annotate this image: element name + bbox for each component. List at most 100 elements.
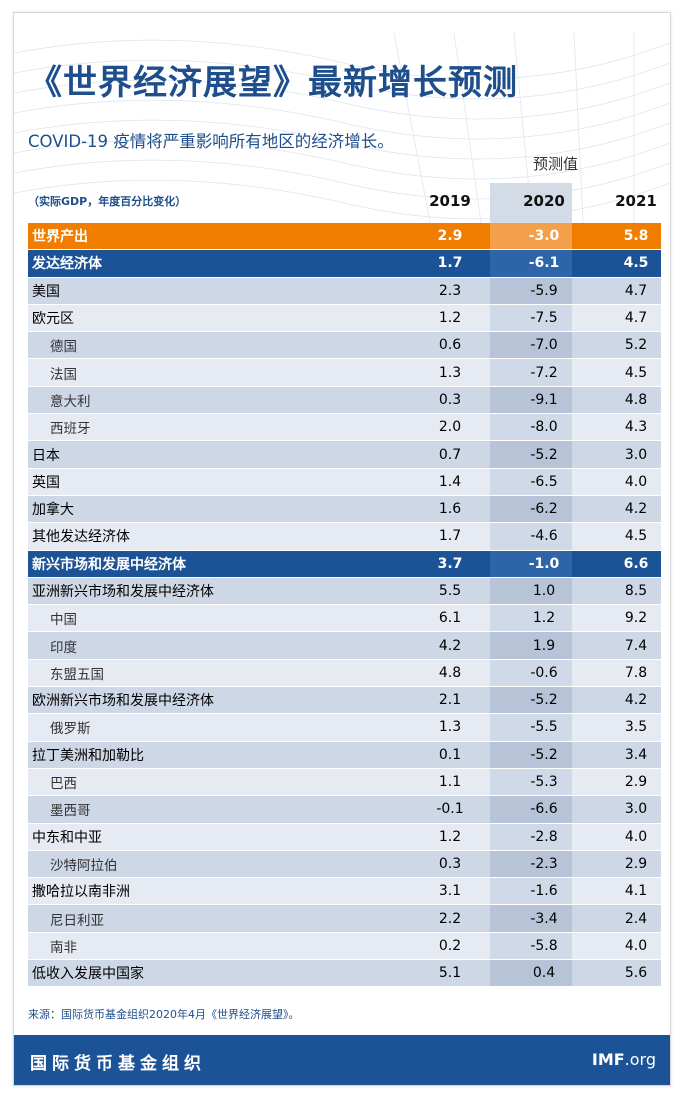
row-label: 印度 (50, 639, 77, 656)
row-label: 中国 (50, 612, 77, 629)
year-header-2020: 2020 (523, 192, 565, 210)
value-2021: 7.4 (624, 637, 648, 654)
value-2019: 0.3 (438, 855, 462, 872)
row-label: 中东和中亚 (32, 829, 102, 846)
value-2021: 4.0 (624, 828, 648, 845)
footer-site-bold: IMF (591, 1050, 625, 1069)
value-2019: 2.0 (438, 419, 462, 436)
row-label: 新兴市场和发展中经济体 (32, 556, 186, 573)
table-row: 尼日利亚 2.2 -3.4 2.4 (28, 905, 661, 933)
value-2021: 4.8 (624, 391, 648, 408)
value-2019: 2.3 (438, 282, 462, 299)
row-label: 世界产出 (32, 229, 88, 246)
infographic-card: 《世界经济展望》最新增长预测 COVID-19 疫情将严重影响所有地区的经济增长… (13, 12, 671, 1086)
value-2021: 4.7 (624, 282, 648, 299)
row-label: 西班牙 (50, 421, 91, 438)
value-2020: -1.6 (530, 883, 558, 900)
value-2020: -2.3 (530, 855, 558, 872)
value-2020: 1.9 (532, 637, 556, 654)
value-2021: 4.5 (624, 364, 648, 381)
wave-pattern-decoration (14, 32, 670, 244)
value-2021: 3.4 (624, 746, 648, 763)
value-2019: 2.1 (438, 692, 462, 709)
value-2020: -6.5 (530, 473, 558, 490)
value-2021: 5.2 (624, 337, 648, 354)
forecast-cell-shade (490, 277, 572, 304)
value-2020: -3.4 (530, 910, 558, 927)
table-row: 新兴市场和发展中经济体 3.7 -1.0 6.6 (28, 550, 661, 578)
row-label: 法国 (50, 366, 77, 383)
forecast-cell-shade (490, 468, 572, 495)
value-2020: -0.6 (530, 664, 558, 681)
row-label: 美国 (32, 283, 60, 300)
value-2020: -3.0 (528, 228, 560, 245)
value-2021: 4.2 (624, 692, 648, 709)
table-row: 意大利 0.3 -9.1 4.8 (28, 386, 661, 415)
value-2021: 5.8 (623, 228, 649, 245)
value-2019: 0.3 (438, 391, 462, 408)
forecast-cell-shade (490, 332, 572, 359)
row-label: 欧元区 (32, 311, 74, 328)
value-2020: -7.2 (530, 364, 558, 381)
value-2020: -5.5 (530, 719, 558, 736)
value-2021: 4.5 (623, 255, 649, 272)
table-row: 南非 0.2 -5.8 4.0 (28, 932, 661, 961)
value-2021: 8.5 (624, 583, 648, 599)
row-label: 加拿大 (32, 502, 74, 519)
value-2019: 0.6 (438, 337, 462, 354)
table-row: 英国 1.4 -6.5 4.0 (28, 468, 661, 496)
value-2021: 4.1 (624, 883, 648, 900)
footer-site-rest: .org (624, 1050, 656, 1069)
table-row: 拉丁美洲和加勒比 0.1 -5.2 3.4 (28, 741, 661, 769)
value-2020: -5.9 (530, 282, 558, 299)
forecast-cell-shade (490, 932, 572, 960)
value-2019: 1.7 (437, 255, 463, 272)
value-2021: 7.8 (624, 664, 648, 681)
row-label: 亚洲新兴市场和发展中经济体 (32, 584, 214, 600)
table-row: 加拿大 1.6 -6.2 4.2 (28, 495, 661, 524)
forecast-cell-shade (490, 768, 572, 796)
value-2019: 1.3 (438, 719, 462, 736)
footer-site-link[interactable]: IMF.org (592, 1050, 656, 1069)
table-row: 美国 2.3 -5.9 4.7 (28, 277, 661, 305)
footer-org-name: 国际货币基金组织 (30, 1054, 206, 1074)
row-label: 拉丁美洲和加勒比 (32, 747, 144, 764)
forecast-cell-shade (490, 223, 572, 250)
value-2021: 9.2 (624, 610, 648, 627)
unit-label: （实际GDP，年度百分比变化） (28, 195, 187, 208)
table-row: 中东和中亚 1.2 -2.8 4.0 (28, 823, 661, 851)
value-2021: 2.9 (624, 774, 648, 791)
value-2021: 6.6 (623, 555, 649, 572)
row-label: 低收入发展中国家 (32, 966, 144, 983)
row-label: 巴西 (50, 776, 77, 793)
value-2019: 2.2 (438, 910, 462, 927)
table-row: 西班牙 2.0 -8.0 4.3 (28, 414, 661, 442)
value-2019: 1.2 (438, 310, 462, 327)
value-2019: 1.3 (438, 364, 462, 381)
value-2019: 0.1 (438, 746, 462, 763)
value-2021: 3.5 (624, 719, 648, 736)
row-label: 南非 (50, 939, 77, 956)
table-row: 低收入发展中国家 5.1 0.4 5.6 (28, 960, 661, 988)
footer-bar: 国际货币基金组织 IMF.org (14, 1035, 670, 1085)
value-2020: -8.0 (530, 419, 558, 436)
value-2020: -6.1 (528, 255, 560, 272)
value-2020: -7.5 (530, 310, 558, 327)
forecast-cell-shade (490, 960, 572, 987)
row-label: 欧洲新兴市场和发展中经济体 (32, 693, 214, 710)
value-2020: -5.2 (530, 692, 558, 709)
value-2020: 1.0 (532, 583, 556, 599)
value-2021: 4.2 (624, 501, 648, 518)
table-row: 世界产出 2.9 -3.0 5.8 (28, 223, 661, 251)
row-label: 沙特阿拉伯 (50, 857, 118, 874)
value-2020: -6.2 (530, 501, 558, 518)
table-row: 亚洲新兴市场和发展中经济体 5.5 1.0 8.5 (28, 577, 661, 606)
forecast-cell-shade (490, 250, 572, 277)
forecast-cell-shade (490, 905, 572, 932)
value-2021: 4.7 (624, 310, 648, 327)
value-2021: 2.9 (624, 855, 648, 872)
value-2019: 4.8 (438, 664, 462, 681)
table-row: 日本 0.7 -5.2 3.0 (28, 441, 661, 469)
value-2020: -5.2 (530, 446, 558, 463)
row-label: 俄罗斯 (50, 721, 91, 738)
